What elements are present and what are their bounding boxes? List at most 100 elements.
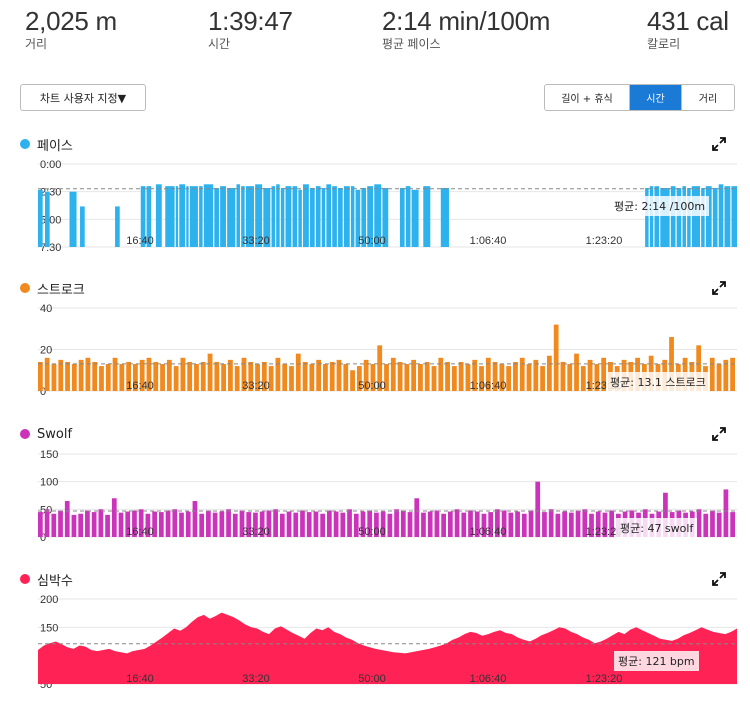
pace-bar [298, 189, 302, 247]
swolf-bar [232, 513, 238, 537]
expand-icon[interactable] [712, 427, 726, 441]
stroke-legend-dot [20, 283, 30, 293]
pace-xtick-label: 1:06:40 [470, 235, 507, 247]
pace-bar [292, 186, 298, 247]
pace-bar [355, 189, 361, 247]
swolf-bar [58, 510, 63, 537]
stroke-bar [146, 357, 152, 391]
pace-bar [199, 186, 203, 247]
pace-bar [440, 187, 449, 247]
pace-bar [649, 186, 654, 247]
stroke-bar [492, 361, 498, 391]
swolf-bar [421, 512, 426, 537]
swolf-bar [427, 511, 433, 537]
swolf-bar [320, 513, 326, 537]
pace-bar [338, 187, 343, 247]
pace-bar [321, 187, 326, 247]
stroke-bar [275, 357, 281, 391]
swolf-bar [259, 511, 265, 537]
stroke-bar [370, 364, 376, 391]
segment-distance[interactable]: 거리 [682, 85, 734, 110]
swolf-bar [279, 513, 285, 537]
pace-bar [175, 186, 179, 247]
swolf-bar [85, 510, 90, 537]
summary-stats: 2,025 m 거리 1:39:47 시간 2:14 min/100m 평균 페… [0, 0, 750, 60]
stroke-bar [302, 361, 308, 391]
pace-bar [712, 187, 718, 247]
pace-bar [241, 186, 245, 247]
swolf-bar [387, 513, 393, 537]
expand-icon[interactable] [712, 572, 726, 586]
stat-calories-label: 칼로리 [647, 37, 681, 51]
pace-bar [155, 184, 162, 247]
swolf-bar [300, 510, 305, 537]
pace-bar [676, 187, 682, 247]
pace-xtick-label: 33:20 [242, 235, 270, 247]
swolf-bar [347, 509, 352, 537]
swolf-bar [595, 511, 601, 537]
pace-bar [276, 184, 280, 247]
stroke-chart-title: 스트로크 [37, 282, 85, 298]
expand-icon[interactable] [712, 281, 726, 295]
stroke-bar [173, 366, 179, 391]
segment-time[interactable]: 시간 [630, 85, 682, 110]
pace-bar [374, 184, 382, 247]
pace-bar [227, 187, 236, 247]
swolf-bar [118, 512, 124, 537]
stat-calories: 431 cal 칼로리 [647, 6, 729, 51]
stroke-bar [207, 353, 213, 391]
pace-average-label: 평균: 2:14 /100m [610, 196, 710, 216]
heart-xtick-label: 16:40 [126, 673, 154, 685]
swolf-xtick-label: 1:23:20 [586, 526, 623, 538]
swolf-bar [105, 514, 110, 537]
x-axis-segmented-control: 길이 + 휴식 시간 거리 [544, 84, 735, 111]
swolf-bar [394, 509, 399, 537]
stroke-chart-header: 스트로크 [20, 279, 85, 298]
pace-bar [687, 187, 691, 247]
heart-rate-area [38, 612, 737, 684]
stroke-bar [323, 364, 328, 391]
stroke-bar [187, 361, 193, 391]
stroke-bar [228, 359, 233, 391]
pace-bar [701, 187, 705, 247]
swolf-bar [71, 514, 77, 537]
pace-bar [280, 187, 285, 247]
stroke-bar [71, 364, 77, 391]
customize-chart-button[interactable]: 차트 사용자 지정▼ [20, 84, 146, 111]
pace-legend-dot [20, 139, 30, 149]
swolf-bar [696, 509, 702, 537]
stroke-bar [289, 366, 294, 391]
stroke-bar [730, 357, 735, 391]
segment-length-rest[interactable]: 길이 + 휴식 [545, 85, 630, 110]
stroke-bar [133, 364, 138, 391]
swolf-bar [64, 501, 70, 537]
swolf-bar [575, 510, 581, 537]
stroke-bar [295, 353, 301, 391]
stroke-bar [506, 366, 512, 391]
stroke-bar [411, 359, 417, 391]
stroke-bar [587, 359, 593, 391]
stroke-bar [397, 361, 403, 391]
stat-distance: 2,025 m 거리 [25, 6, 117, 51]
stat-pace-value: 2:14 min/100m [382, 6, 551, 36]
swolf-bar [495, 509, 500, 537]
swolf-bar [165, 510, 171, 537]
stat-time-label: 시간 [208, 37, 231, 51]
pace-bar [670, 186, 676, 247]
stroke-bar [601, 357, 607, 391]
stat-pace: 2:14 min/100m 평균 페이스 [382, 6, 550, 51]
stroke-bar [350, 370, 355, 391]
swolf-bar [528, 510, 534, 537]
swolf-bar [663, 492, 668, 537]
swolf-bar [44, 509, 50, 537]
stroke-bar [519, 357, 525, 391]
swolf-bar [589, 513, 594, 537]
stroke-bar [458, 361, 464, 391]
swolf-bar [111, 498, 117, 537]
swolf-bar [454, 509, 460, 537]
swolf-bar [562, 511, 567, 537]
stroke-bar [390, 357, 396, 391]
stat-time-value: 1:39:47 [208, 6, 293, 36]
stroke-xtick-label: 50:00 [358, 380, 386, 392]
expand-icon[interactable] [712, 137, 726, 151]
